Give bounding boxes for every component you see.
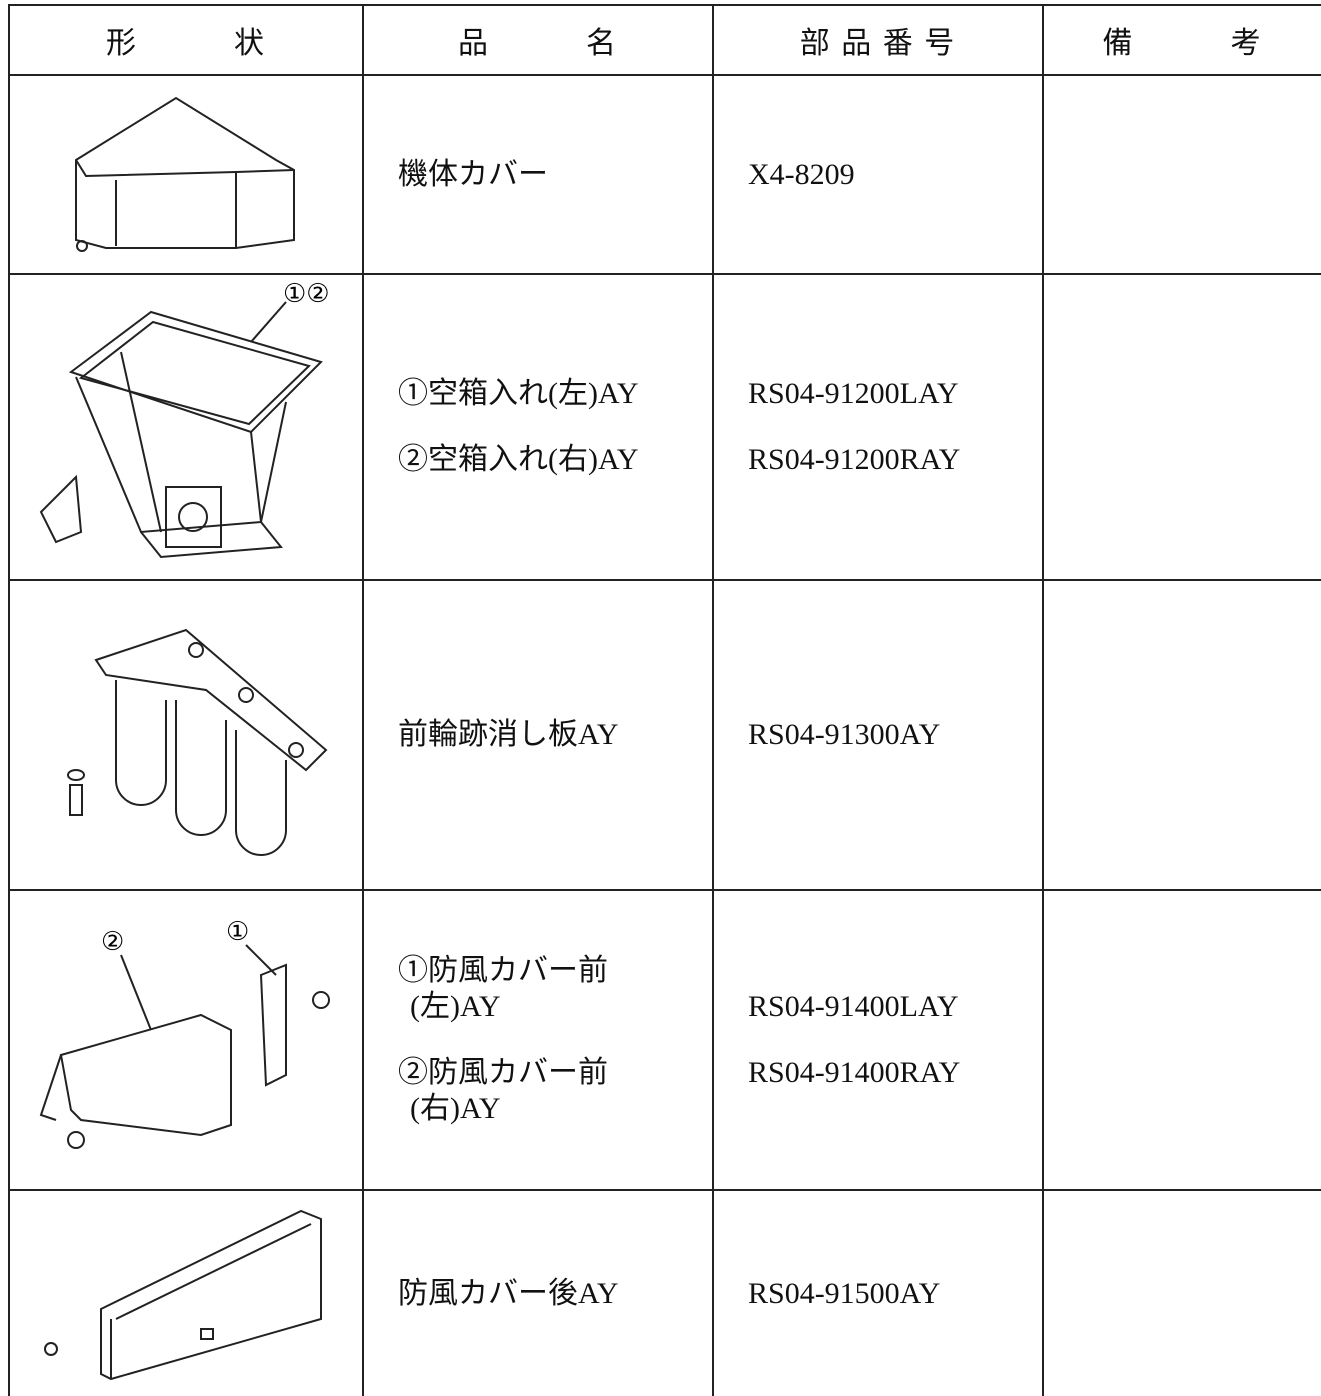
row: 前輪跡消し板AY RS04-91300AY — [8, 579, 1321, 891]
tab — [39, 1054, 62, 1121]
blade — [235, 730, 287, 856]
bolt — [312, 991, 330, 1009]
number-cell: RS04-91300AY — [712, 579, 1044, 891]
part-number: RS04-91300AY — [748, 718, 941, 751]
edge — [75, 158, 295, 177]
name-cell: 機体カバー — [362, 74, 714, 275]
shape-cell: ①② — [8, 273, 364, 581]
shape-cell — [8, 74, 364, 275]
plate — [165, 486, 222, 548]
number-cell: X4-8209 — [712, 74, 1044, 275]
nut — [200, 1327, 214, 1340]
leader — [120, 954, 152, 1031]
part-number: RS04-91200LAY — [748, 377, 959, 410]
callout: ①② — [283, 282, 330, 309]
parts-table: 形 状 品 名 部 品 番 号 備 考 機体カバー X4-8209 — [8, 4, 1321, 1396]
frame — [78, 320, 311, 426]
part-number: RS04-91200RAY — [748, 443, 961, 476]
box-holder-drawing: ①② — [39, 282, 330, 559]
row: ①② ①空箱入れ(左)AY ②空箱入れ(右)AY RS04-91200LAY R… — [8, 273, 1321, 581]
part-name: ①空箱入れ(左)AY — [398, 377, 639, 410]
part-name: 前輪跡消し板AY — [398, 718, 619, 751]
shape-cell — [8, 579, 364, 891]
hole — [178, 502, 208, 532]
header-cell: 品 名 — [362, 4, 714, 76]
part-name: 機体カバー — [398, 157, 548, 191]
front-cover-drawing: ② ① — [39, 917, 330, 1149]
cover — [259, 963, 287, 1087]
bolt — [188, 642, 204, 658]
name-cell: 前輪跡消し板AY — [362, 579, 714, 891]
number-cell: RS04-91400LAY RS04-91400RAY — [712, 889, 1044, 1191]
part-name: ①防風カバー前 — [398, 954, 608, 987]
spacer — [748, 412, 1042, 442]
bolt — [238, 687, 254, 703]
remark-cell — [1042, 74, 1321, 275]
bolt — [67, 1131, 85, 1149]
row: 機体カバー X4-8209 — [8, 74, 1321, 275]
spacer — [398, 412, 712, 442]
part-name: ②防風カバー前 — [398, 1056, 608, 1089]
shape-cell: ② ① — [8, 889, 364, 1191]
row: ② ① ①防風カバー前 (左)AY ②防風カバー前 (右)AY RS04-914… — [8, 889, 1321, 1191]
remark-cell — [1042, 1189, 1321, 1396]
header-cell: 部 品 番 号 — [712, 4, 1044, 76]
remark-cell — [1042, 889, 1321, 1191]
part-name: ②空箱入れ(右)AY — [398, 443, 639, 476]
blade — [175, 700, 227, 836]
callout: ① — [226, 917, 249, 947]
bolt — [69, 784, 83, 816]
part-number: RS04-91400LAY — [748, 990, 959, 1023]
leader — [245, 944, 277, 976]
cord — [76, 239, 88, 252]
spacer — [398, 1025, 712, 1055]
frame — [250, 431, 262, 523]
part-number: RS04-91400RAY — [748, 1056, 961, 1089]
header-cell: 形 状 — [8, 4, 364, 76]
remark-cell — [1042, 273, 1321, 581]
bolt — [288, 742, 304, 758]
number-cell: RS04-91500AY — [712, 1189, 1044, 1396]
frame — [68, 310, 323, 434]
cover — [100, 1209, 322, 1380]
cover — [59, 1013, 232, 1137]
edge — [115, 1222, 312, 1320]
remark-cell — [1042, 579, 1321, 891]
frame — [75, 376, 287, 534]
name-cell: ①空箱入れ(左)AY ②空箱入れ(右)AY — [362, 273, 714, 581]
blade — [115, 680, 167, 806]
part-number: X4-8209 — [748, 157, 855, 191]
name-cell: 防風カバー後AY — [362, 1189, 714, 1396]
plate — [94, 628, 328, 772]
header-cell: 備 考 — [1042, 4, 1321, 76]
callout: ② — [101, 927, 124, 957]
washer — [67, 769, 85, 781]
bracket — [39, 474, 83, 544]
cover-drawing — [75, 96, 295, 252]
bolt — [44, 1341, 58, 1356]
frame — [140, 521, 283, 559]
name-cell: ①防風カバー前 (左)AY ②防風カバー前 (右)AY — [362, 889, 714, 1191]
row: 防風カバー後AY RS04-91500AY — [8, 1189, 1321, 1396]
shape-cell — [8, 1189, 364, 1396]
header-row: 形 状 品 名 部 品 番 号 備 考 — [8, 4, 1321, 76]
wheel-plate-drawing — [67, 628, 328, 856]
frame — [120, 351, 162, 533]
number-cell: RS04-91200LAY RS04-91200RAY — [712, 273, 1044, 581]
leader — [250, 301, 287, 343]
part-name: (左)AY — [410, 990, 501, 1023]
rear-cover-drawing — [44, 1209, 322, 1380]
part-number: RS04-91500AY — [748, 1276, 941, 1310]
spacer — [748, 1025, 1042, 1055]
part-name: 防風カバー後AY — [398, 1276, 619, 1310]
part-name: (右)AY — [410, 1092, 501, 1125]
